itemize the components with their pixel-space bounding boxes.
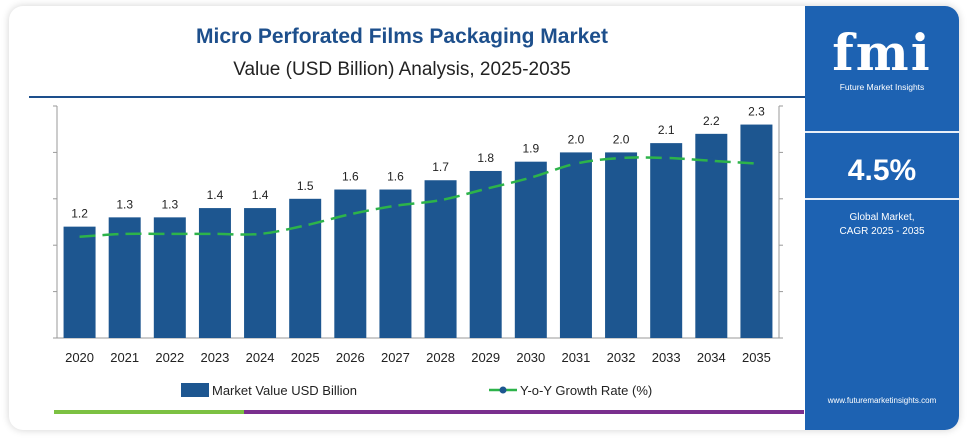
x-tick-label: 2023 <box>200 350 229 365</box>
bar-value-label: 1.4 <box>252 188 269 202</box>
bottom-accent-purple <box>244 410 804 414</box>
x-tick-label: 2020 <box>65 350 94 365</box>
bar-value-label: 1.9 <box>522 142 539 156</box>
legend-label-market-value: Market Value USD Billion <box>212 383 357 398</box>
bar-value-label: 2.2 <box>703 114 720 128</box>
panel-divider-top <box>805 131 959 133</box>
bar-2023 <box>198 208 231 338</box>
bottom-accent-green <box>54 410 244 414</box>
bar-value-label: 1.6 <box>387 170 404 184</box>
chart-card: Micro Perforated Films Packaging Market … <box>9 6 959 430</box>
bar-2020 <box>63 226 96 338</box>
bar-2032 <box>605 152 638 338</box>
x-tick-label: 2028 <box>426 350 455 365</box>
legend-swatch-growth-marker <box>499 386 507 394</box>
x-tick-label: 2034 <box>697 350 726 365</box>
x-tick-label: 2021 <box>110 350 139 365</box>
bar-value-label: 1.5 <box>297 179 314 193</box>
cagr-label-line1: Global Market, <box>849 212 915 223</box>
x-tick-label: 2029 <box>471 350 500 365</box>
bar-2031 <box>559 152 592 338</box>
growth-rate-marker <box>572 160 580 168</box>
bar-value-label: 1.3 <box>161 197 178 211</box>
bar-value-label: 2.0 <box>568 132 585 146</box>
cagr-label-line2: CAGR 2025 - 2035 <box>839 226 925 237</box>
bar-value-label: 1.3 <box>116 197 133 211</box>
growth-rate-marker <box>707 157 715 165</box>
logo-wordmark: fmi <box>832 23 932 82</box>
panel-divider-bottom <box>805 198 959 200</box>
x-tick-label: 2031 <box>561 350 590 365</box>
growth-rate-marker <box>617 154 625 162</box>
bar-2024 <box>244 208 277 338</box>
bar-2022 <box>153 217 186 338</box>
logo-tagline: Future Market Insights <box>839 82 925 92</box>
growth-rate-marker <box>662 154 670 162</box>
bar-2027 <box>379 189 412 338</box>
website-url[interactable]: www.futuremarketinsights.com <box>827 396 937 405</box>
bar-2034 <box>695 133 728 338</box>
bar-value-label: 2.0 <box>613 132 630 146</box>
bar-value-label: 1.6 <box>342 170 359 184</box>
cagr-value: 4.5% <box>847 154 917 187</box>
bar-2028 <box>424 180 457 338</box>
bar-value-label: 2.1 <box>658 123 675 137</box>
bar-2029 <box>469 170 502 338</box>
bar-value-label: 1.7 <box>432 160 449 174</box>
bar-value-label: 2.3 <box>748 105 765 119</box>
bar-2025 <box>289 198 322 338</box>
chart-title: Micro Perforated Films Packaging Market <box>196 25 608 48</box>
x-tick-label: 2025 <box>291 350 320 365</box>
x-tick-label: 2035 <box>742 350 771 365</box>
cagr-label: Global Market, CAGR 2025 - 2035 <box>805 211 959 239</box>
x-tick-label: 2030 <box>516 350 545 365</box>
bar-2033 <box>650 143 683 338</box>
bar-2035 <box>740 124 773 338</box>
x-tick-label: 2024 <box>246 350 275 365</box>
legend-swatch-market-value <box>181 383 209 397</box>
bar-value-label: 1.4 <box>207 188 224 202</box>
bar-2021 <box>108 217 141 338</box>
title-divider <box>29 96 805 98</box>
fmi-logo: fmi Future Market Insights <box>809 23 955 93</box>
x-tick-label: 2022 <box>155 350 184 365</box>
x-tick-label: 2033 <box>652 350 681 365</box>
bar-value-label: 1.2 <box>71 207 88 221</box>
bar-line-chart: 1.2 2020 1.3 2021 1.3 2022 1.4 2023 1.4 2024 1.5 20… <box>53 105 783 398</box>
x-tick-label: 2032 <box>607 350 636 365</box>
x-tick-label: 2026 <box>336 350 365 365</box>
legend-label-growth-rate: Y-o-Y Growth Rate (%) <box>520 383 652 398</box>
bar-2030 <box>514 161 547 338</box>
x-tick-label: 2027 <box>381 350 410 365</box>
chart-subtitle: Value (USD Billion) Analysis, 2025-2035 <box>233 59 571 80</box>
bar-value-label: 1.8 <box>477 151 494 165</box>
bar-2026 <box>334 189 367 338</box>
brand-panel: fmi Future Market Insights 4.5% Global M… <box>805 6 959 430</box>
